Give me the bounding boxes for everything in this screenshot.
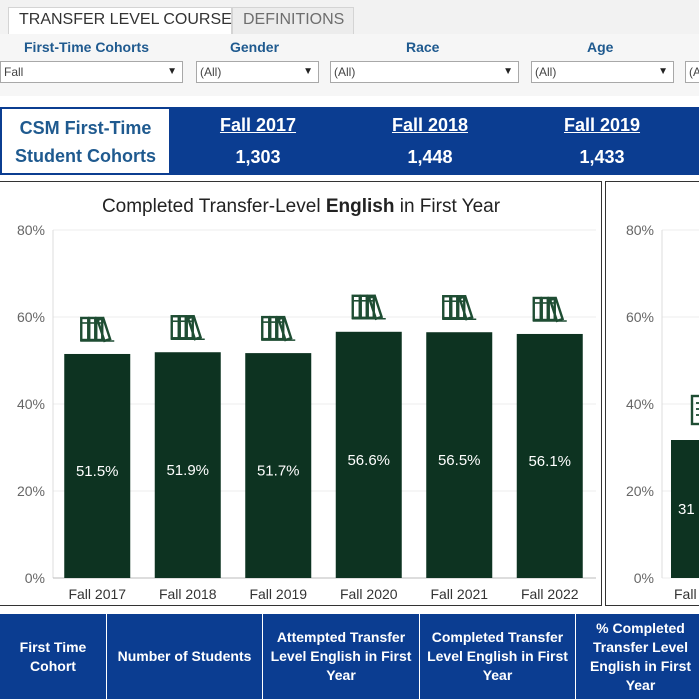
y-tick-label: 40% (17, 396, 45, 412)
english-bar-chart: 0% 20% 40% 60% 80% 51.5% Fall 2017 51.9% Fall 20… (17, 222, 596, 602)
x-tick-label: Fall 2017 (68, 586, 126, 602)
tab-transfer-level-course[interactable]: TRANSFER LEVEL COURSE (8, 7, 232, 34)
cohort-year-link[interactable]: Fall 2018 (391, 115, 469, 135)
checklist-icon (690, 394, 699, 426)
chart-title: Completed Transfer-Level English in Firs… (0, 196, 603, 218)
chart-title-post: in First Year (394, 196, 501, 217)
age-dropdown[interactable]: (All) ▼ (531, 61, 674, 83)
cohort-col-fall-2017: Fall 2017 1,303 (188, 113, 328, 169)
chevron-down-icon: ▼ (167, 66, 177, 77)
bar-data-label: 51.9% (166, 462, 209, 479)
bar (671, 440, 699, 578)
y-tick-label: 40% (626, 396, 654, 412)
y-tick-label: 0% (25, 570, 45, 586)
bar-data-label: 56.1% (528, 453, 571, 470)
x-tick-label: Fall 2018 (159, 586, 217, 602)
y-tick-label: 80% (626, 222, 654, 238)
books-icon (442, 294, 477, 321)
bar (516, 333, 583, 578)
filter-label-cohorts: First-Time Cohorts (24, 39, 149, 55)
x-tick-label: Fall (674, 586, 697, 602)
bar-data-label: 51.5% (76, 463, 119, 480)
books-icon (351, 294, 386, 321)
tab-bar: TRANSFER LEVEL COURSE DEFINITIONS (0, 0, 699, 34)
y-tick-label: 0% (634, 570, 654, 586)
th-attempted-transfer-english: Attempted Transfer Level English in Firs… (262, 614, 419, 699)
x-tick-label: Fall 2019 (249, 586, 307, 602)
cohort-count: 1,303 (235, 147, 281, 167)
x-tick-label: Fall 2021 (430, 586, 488, 602)
books-icon (80, 316, 115, 343)
table-header: First Time Cohort Number of Students Att… (0, 614, 699, 699)
chart-title-pre: Completed Transfer-Level (101, 196, 326, 217)
cohort-count: 1,433 (579, 147, 625, 167)
cohort-col-fall-2018: Fall 2018 1,448 (360, 113, 500, 169)
extra-dropdown-value: (A (689, 65, 699, 79)
gender-dropdown-value: (All) (200, 65, 222, 79)
y-tick-label: 60% (626, 309, 654, 325)
bar-data-label: 56.5% (438, 452, 481, 469)
filter-label-race: Race (406, 39, 440, 55)
bar (426, 332, 493, 578)
bar (154, 352, 221, 578)
y-tick-label: 20% (626, 483, 654, 499)
filter-label-age: Age (587, 39, 614, 55)
bar-data-label: 51.7% (257, 463, 300, 480)
chevron-down-icon: ▼ (658, 66, 668, 77)
filter-label-gender: Gender (230, 39, 280, 55)
cohort-col-fall-2019: Fall 2019 1,433 (532, 113, 672, 169)
cohorts-dropdown[interactable]: Fall ▼ (0, 61, 183, 83)
race-dropdown-value: (All) (334, 65, 356, 79)
books-icon (532, 296, 567, 323)
th-pct-completed-transfer-english: % Completed Transfer Level English in Fi… (575, 614, 699, 699)
cohort-count: 1,448 (407, 147, 453, 167)
extra-dropdown[interactable]: (A (685, 61, 699, 83)
chart-title-bold: English (325, 196, 395, 217)
age-dropdown-value: (All) (535, 65, 557, 79)
chevron-down-icon: ▼ (503, 66, 513, 77)
gender-dropdown[interactable]: (All) ▼ (196, 61, 319, 83)
race-dropdown[interactable]: (All) ▼ (330, 61, 519, 83)
cohort-year-link[interactable]: Fall 2017 (219, 115, 297, 135)
chevron-down-icon: ▼ (303, 66, 313, 77)
bar (245, 353, 312, 578)
y-tick-label: 60% (17, 309, 45, 325)
th-first-time-cohort: First Time Cohort (19, 638, 87, 674)
filter-bar: First-Time Cohorts Fall ▼ Gender (All) ▼… (0, 34, 699, 96)
cohorts-dropdown-value: Fall (4, 65, 24, 79)
th-completed-transfer-english: Completed Transfer Level English in Firs… (419, 614, 575, 699)
books-icon (170, 314, 205, 341)
bar (335, 331, 402, 578)
books-icon (261, 315, 296, 342)
cohort-title-line1: CSM First-Time (19, 118, 152, 138)
bar-data-label: 31 (678, 501, 695, 518)
tab-definitions[interactable]: DEFINITIONS (232, 7, 354, 34)
x-tick-label: Fall 2020 (340, 586, 398, 602)
cohort-title: CSM First-Time Student Cohorts (0, 107, 171, 175)
bar-data-label: 56.6% (347, 452, 390, 469)
second-bar-chart: 0% 20% 40% 60% 80% 31 Fall (626, 222, 699, 602)
bar (64, 353, 131, 578)
cohort-year-link[interactable]: Fall 2019 (563, 115, 641, 135)
second-chart-panel: 0% 20% 40% 60% 80% 31 Fall (605, 181, 699, 606)
cohort-title-line2: Student Cohorts (15, 146, 156, 166)
cohort-header: CSM First-Time Student Cohorts Fall 2017… (0, 107, 699, 175)
x-tick-label: Fall 2022 (521, 586, 579, 602)
y-tick-label: 20% (17, 483, 45, 499)
english-chart-panel: Completed Transfer-Level English in Firs… (0, 181, 602, 606)
th-number-of-students: Number of Students (106, 614, 262, 699)
y-tick-label: 80% (17, 222, 45, 238)
